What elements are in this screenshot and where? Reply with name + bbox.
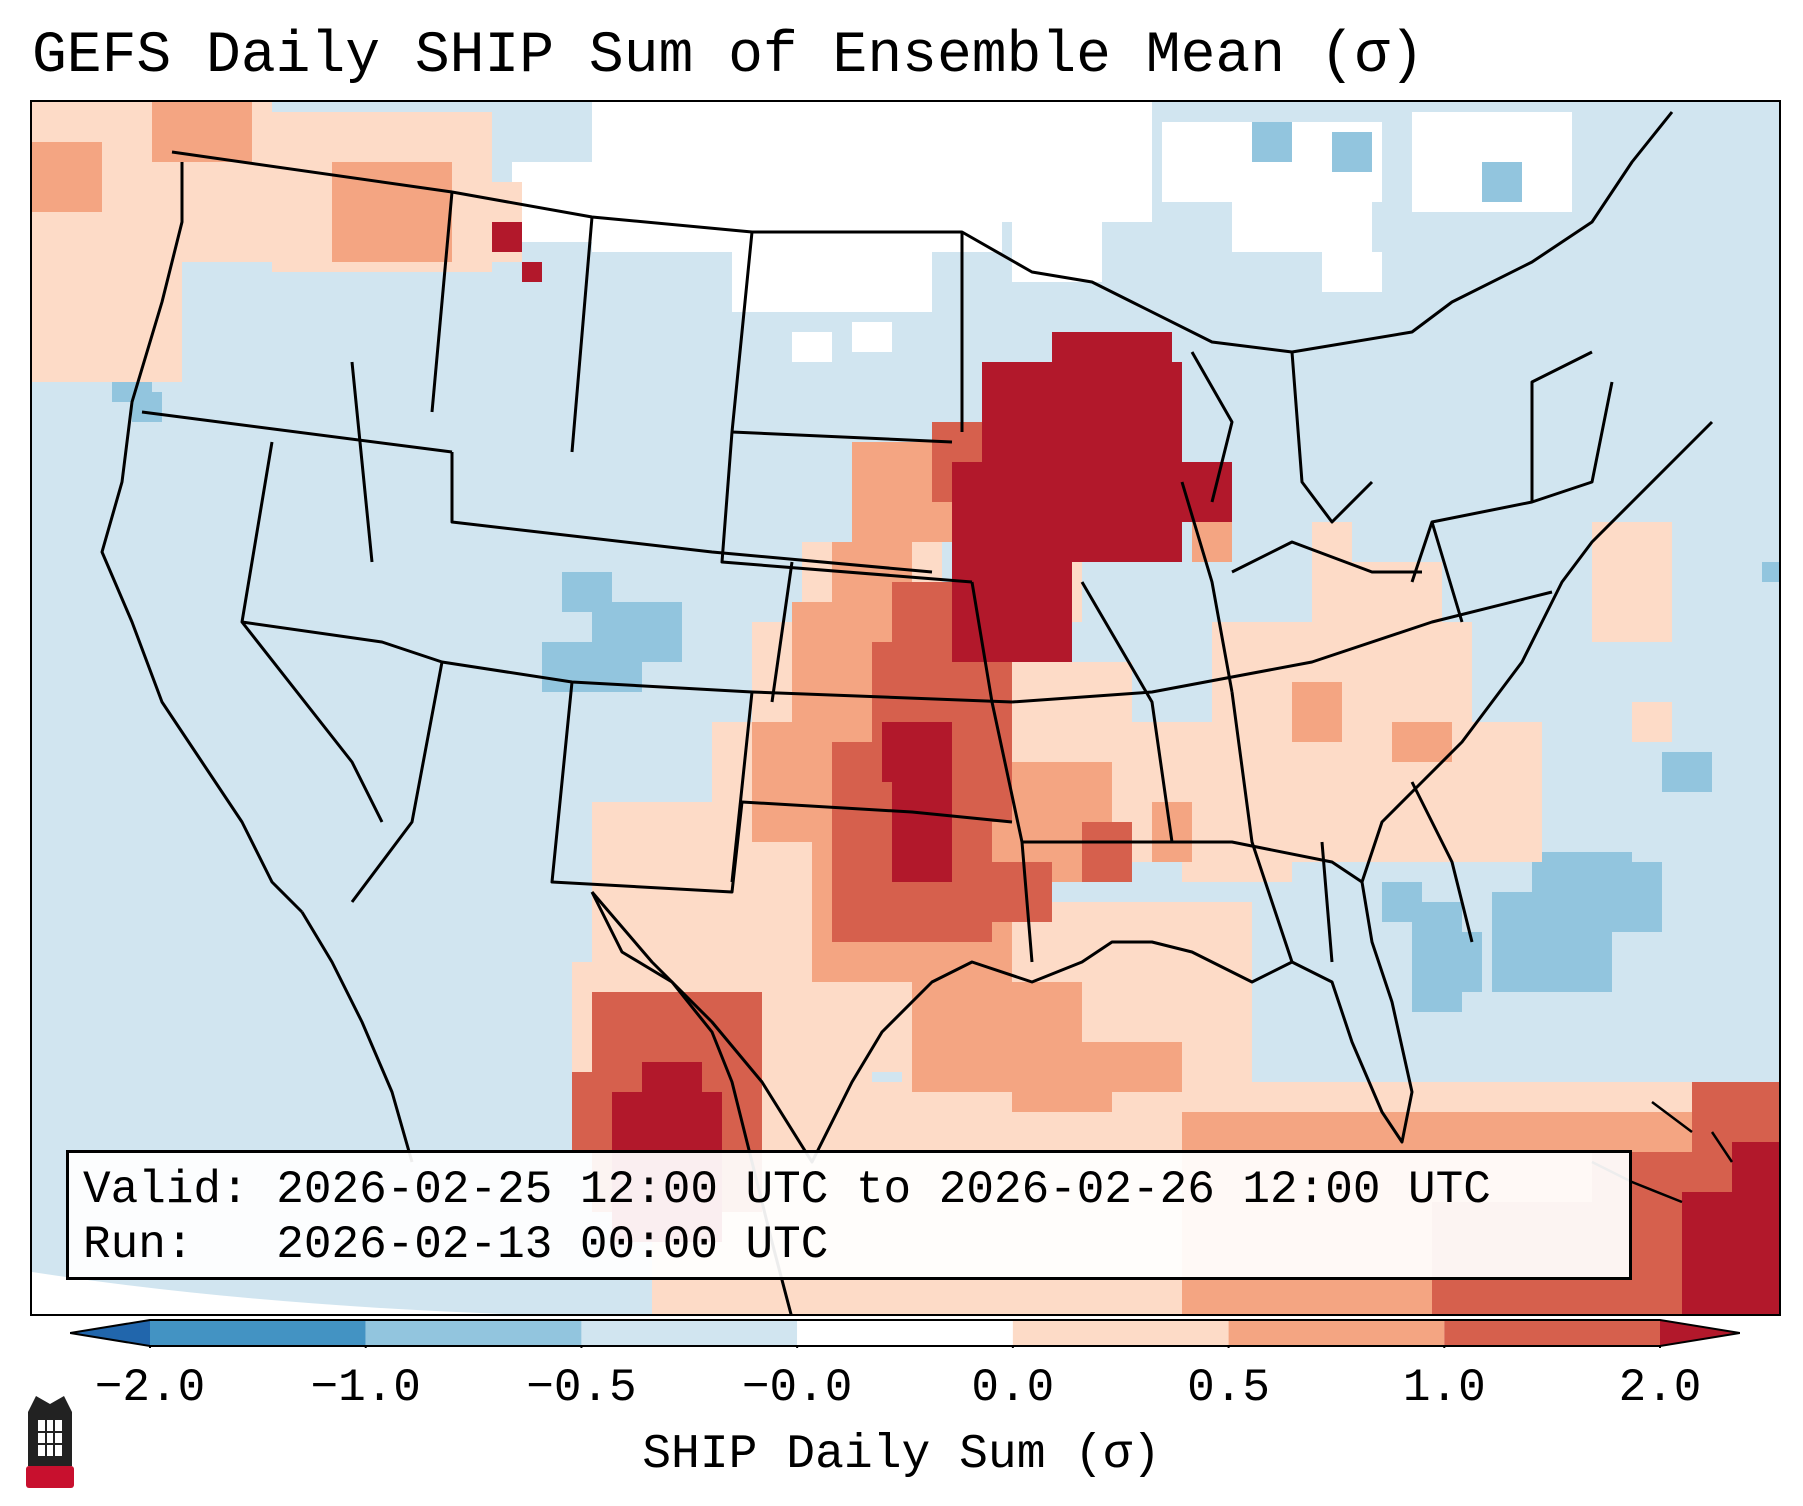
colorbar-bin [70, 1320, 150, 1346]
colorbar-segments [70, 1320, 1740, 1346]
colorbar-label: SHIP Daily Sum (σ) [642, 1428, 1161, 1482]
colorbar-tick-label: 1.0 [1402, 1362, 1486, 1414]
colorbar-bin [797, 1320, 1013, 1346]
logo-banner [26, 1466, 74, 1488]
validity-info-box: Valid: 2026-02-25 12:00 UTC to 2026-02-2… [66, 1150, 1632, 1280]
logo-grid [38, 1420, 62, 1456]
run-value: 2026-02-13 00:00 UTC [276, 1219, 829, 1271]
colorbar-bin [1012, 1320, 1229, 1346]
map-svg [32, 102, 1779, 1314]
valid-label: Valid: [83, 1164, 249, 1216]
chart-title: GEFS Daily SHIP Sum of Ensemble Mean (σ) [32, 24, 1425, 89]
niu-logo [26, 1396, 74, 1488]
colorbar-tick-label: −0.0 [741, 1362, 853, 1414]
colorbar-bin [1660, 1320, 1740, 1346]
logo-window [38, 1420, 62, 1456]
colorbar-tick-label: −2.0 [94, 1362, 206, 1414]
colorbar-bin [581, 1320, 798, 1346]
projection-edge-bottom-left [32, 1272, 505, 1314]
geographic-boundaries [100, 111, 1714, 1314]
colorbar-bin [1444, 1320, 1660, 1346]
colorbar-tick-label: 0.0 [971, 1362, 1055, 1414]
colorbar-bin [365, 1320, 582, 1346]
run-label: Run: [83, 1219, 194, 1271]
colorbar-bin [150, 1320, 366, 1346]
colorbar-tick-label: −1.0 [310, 1362, 421, 1414]
colorbar-tick-label: −0.5 [526, 1362, 637, 1414]
valid-value: 2026-02-25 12:00 UTC to 2026-02-26 12:00… [276, 1164, 1491, 1216]
colorbar [70, 1319, 1740, 1348]
colorbar-bin [1228, 1320, 1445, 1346]
negative-anomaly-regions [112, 122, 1779, 1012]
colorbar-tick-label: 2.0 [1618, 1362, 1702, 1414]
colorbar-tick-label: 0.5 [1187, 1362, 1270, 1414]
extreme-positive-regions [492, 222, 1779, 1314]
colorbar-tick-lines [149, 1346, 1661, 1348]
map-panel [30, 100, 1781, 1316]
